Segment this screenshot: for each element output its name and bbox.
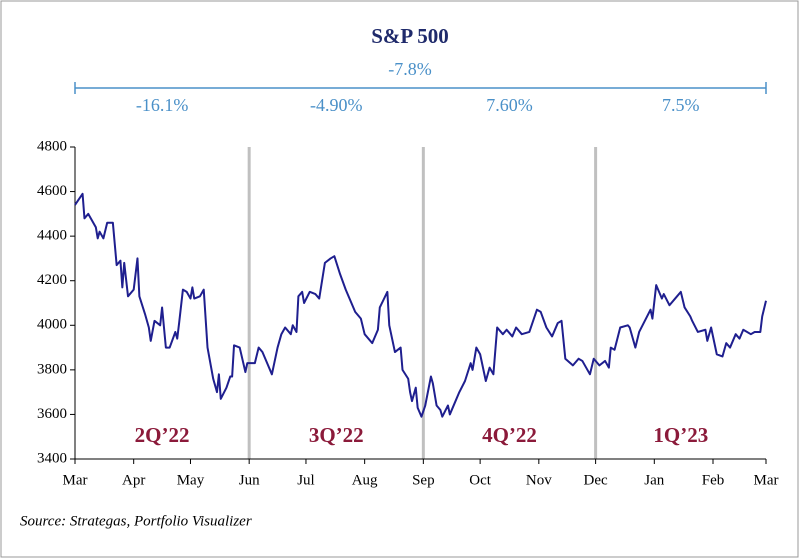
y-tick-label: 4400 bbox=[37, 228, 67, 244]
period-bracket bbox=[74, 82, 767, 94]
x-tick-label: Jul bbox=[297, 472, 315, 488]
source: Source: Strategas, Portfolio Visualizer bbox=[20, 513, 252, 529]
y-tick-label: 3400 bbox=[37, 450, 67, 466]
x-tick-label: May bbox=[177, 472, 205, 488]
y-tick-label: 4200 bbox=[37, 272, 67, 288]
y-tick-label: 4800 bbox=[37, 138, 67, 154]
y-tick-label: 4600 bbox=[37, 183, 67, 199]
quarter-return: 7.60% bbox=[486, 95, 533, 115]
quarter-return: -4.90% bbox=[310, 95, 363, 115]
y-tick-label: 4000 bbox=[37, 317, 67, 333]
x-tick-label: Feb bbox=[702, 472, 725, 488]
quarter-return: 7.5% bbox=[662, 95, 700, 115]
price-line bbox=[74, 192, 767, 418]
x-tick-label: Jan bbox=[644, 472, 664, 488]
x-tick-label: Sep bbox=[412, 472, 435, 488]
period-return: -7.8% bbox=[388, 59, 432, 79]
y-tick-label: 3600 bbox=[37, 406, 67, 422]
quarter-label: 2Q’22 bbox=[135, 423, 190, 447]
quarter-label: 4Q’22 bbox=[482, 423, 537, 447]
quarter-return: -16.1% bbox=[136, 95, 189, 115]
chart-title: S&P 500 bbox=[371, 24, 449, 48]
x-tick-label: Mar bbox=[754, 472, 779, 488]
x-tick-label: Jun bbox=[239, 472, 260, 488]
quarter-label: 3Q’22 bbox=[309, 423, 364, 447]
quarter-label: 1Q’23 bbox=[653, 423, 708, 447]
x-tick-label: Nov bbox=[526, 472, 552, 488]
y-tick-label: 3800 bbox=[37, 361, 67, 377]
x-tick-label: Dec bbox=[584, 472, 608, 488]
x-tick-label: Mar bbox=[63, 472, 88, 488]
x-tick-label: Aug bbox=[352, 472, 378, 488]
x-tick-label: Apr bbox=[122, 472, 145, 488]
x-tick-label: Oct bbox=[469, 472, 491, 488]
